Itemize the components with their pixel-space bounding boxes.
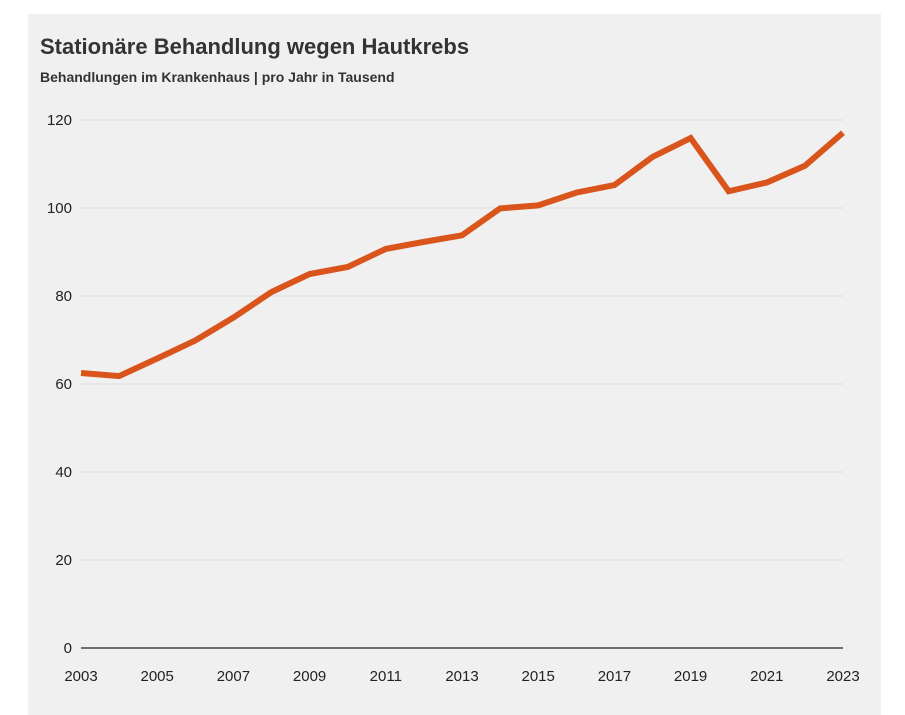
x-tick-label-2015: 2015: [522, 668, 555, 685]
x-tick-label-2013: 2013: [445, 668, 478, 685]
x-tick-label-2003: 2003: [64, 668, 97, 685]
x-tick-label-2011: 2011: [370, 668, 402, 685]
x-tick-label-2017: 2017: [598, 668, 631, 685]
x-tick-label-2023: 2023: [826, 668, 859, 685]
y-tick-label-0: 0: [64, 640, 72, 657]
chart-title: Stationäre Behandlung wegen Hautkrebs: [40, 34, 470, 59]
series-group: [80, 130, 845, 380]
y-tick-label-80: 80: [55, 288, 72, 305]
y-tick-label-100: 100: [47, 200, 72, 217]
y-tick-label-20: 20: [55, 552, 72, 569]
chart-panel: Stationäre Behandlung wegen Hautkrebs Be…: [28, 14, 881, 715]
x-tick-label-2007: 2007: [217, 668, 250, 685]
y-axis-ticks: 0 20 40 60 80 100 120: [47, 112, 72, 657]
x-tick-label-2021: 2021: [750, 668, 783, 685]
series-line-0: [80, 130, 845, 380]
x-axis-ticks: 2003 2005 2007 2009 2011 2013 2015 2017 2019 2021…: [64, 668, 859, 685]
grid-lines: [81, 119, 843, 561]
x-tick-label-2005: 2005: [141, 668, 174, 685]
x-tick-label-2019: 2019: [674, 668, 707, 685]
y-tick-label-60: 60: [55, 376, 72, 393]
y-tick-label-120: 120: [47, 112, 72, 129]
x-tick-label-2009: 2009: [293, 668, 326, 685]
y-tick-label-40: 40: [55, 464, 72, 481]
chart-subtitle: Behandlungen im Krankenhaus | pro Jahr i…: [40, 69, 395, 85]
